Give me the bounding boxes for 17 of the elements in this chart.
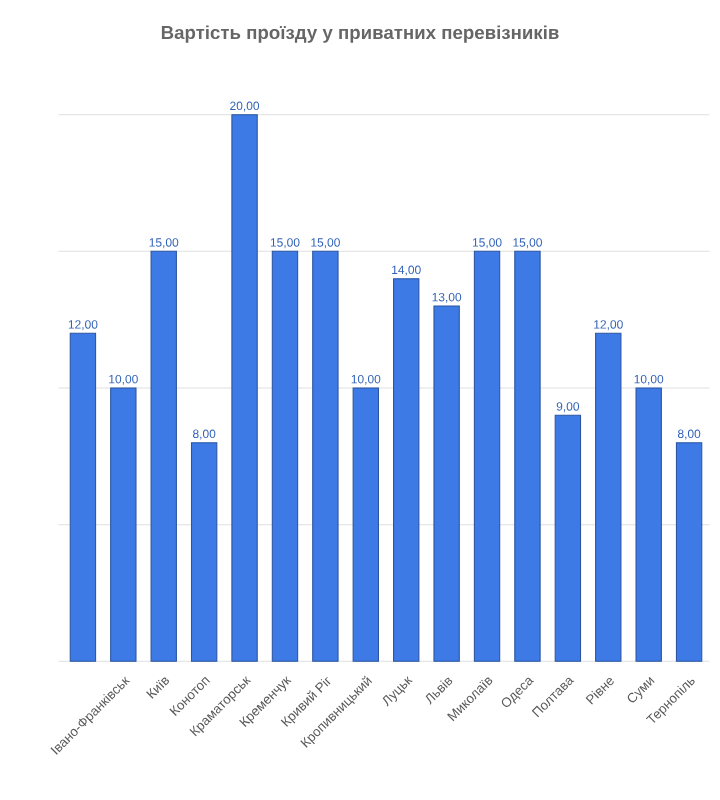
bar (595, 332, 622, 662)
bar (554, 414, 582, 662)
bar (69, 332, 97, 662)
bar (514, 250, 541, 662)
bar (271, 250, 299, 662)
bar (190, 442, 218, 662)
bar (473, 250, 501, 662)
bar (675, 442, 703, 662)
bar (231, 114, 258, 662)
bar (150, 250, 177, 662)
bar (352, 387, 380, 662)
bar (110, 387, 137, 662)
bar (433, 305, 460, 662)
bar (393, 278, 420, 662)
chart-title: Вартість проїзду у приватних перевізників (161, 25, 559, 43)
bar (312, 250, 339, 662)
bar (635, 387, 662, 662)
